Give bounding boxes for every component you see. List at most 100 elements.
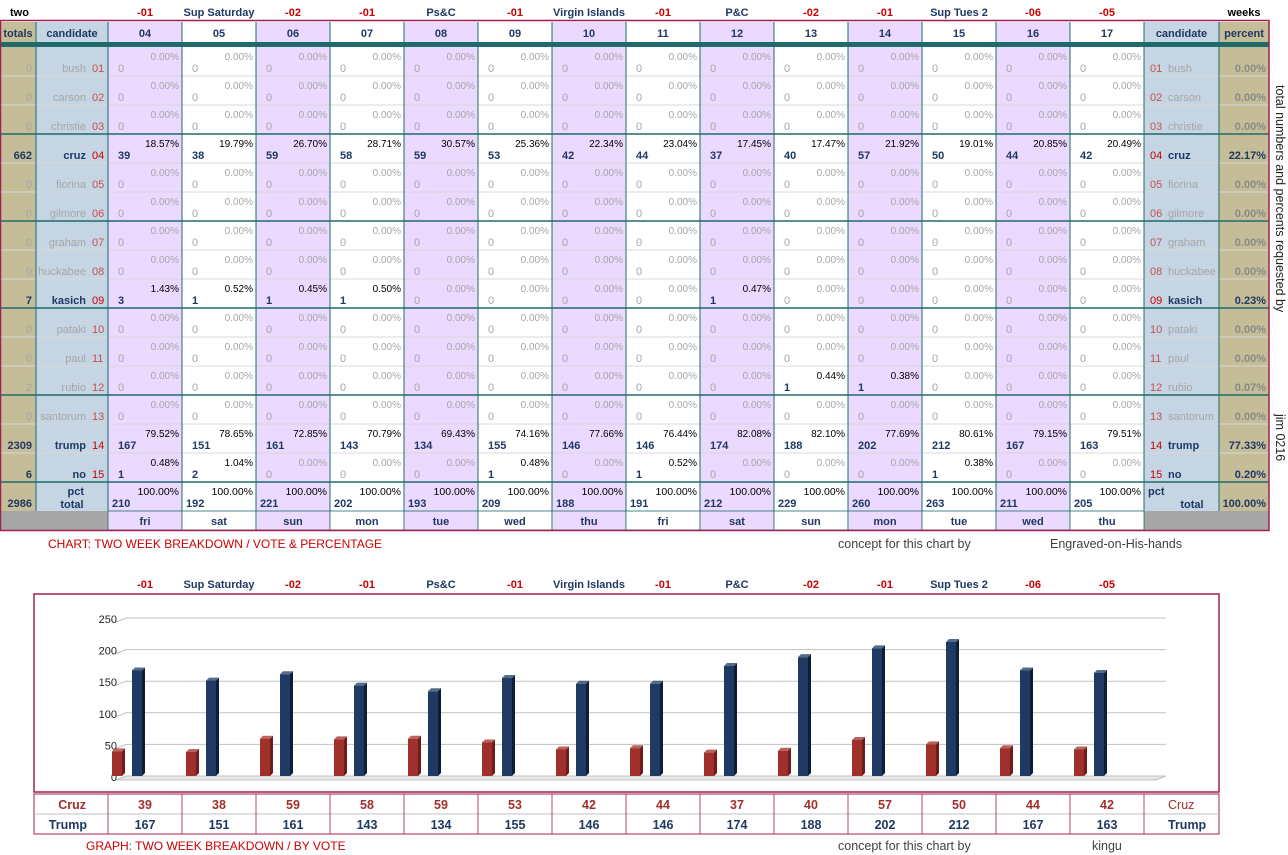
cell-percent: 0.00% <box>669 313 697 324</box>
cell-percent: 0.00% <box>447 52 475 63</box>
day-row-right-fill <box>1144 511 1269 530</box>
cell-percent: 0.00% <box>595 284 623 295</box>
column-header: 14 <box>879 28 892 40</box>
chart-event-label: Sup Saturday <box>184 579 256 591</box>
cell-percent: 0.00% <box>743 168 771 179</box>
cell-percent: 0.00% <box>669 81 697 92</box>
candidate-number: 09 <box>92 295 104 307</box>
cell-votes: 0 <box>192 63 198 75</box>
cruz-bar <box>556 746 569 776</box>
cell-votes: 0 <box>414 121 420 133</box>
cell-percent: 0.00% <box>447 284 475 295</box>
total-percent: 100.00% <box>582 486 623 498</box>
candidate-name-right: gilmore <box>1168 208 1204 220</box>
cell-percent: 20.49% <box>1107 139 1141 150</box>
cell-percent: 0.00% <box>447 110 475 121</box>
cell-percent: 0.00% <box>225 313 253 324</box>
cell-votes: 0 <box>562 324 568 336</box>
cell-percent: 0.00% <box>225 168 253 179</box>
total-percent: 100.00% <box>952 486 993 498</box>
cell-votes: 0 <box>1080 411 1086 423</box>
column-header-cell <box>478 22 552 42</box>
total-percent: 100.00% <box>656 486 697 498</box>
cell-votes: 0 <box>488 382 494 394</box>
cell-percent: 72.85% <box>293 429 327 440</box>
cell-percent: 0.00% <box>817 458 845 469</box>
cell-percent: 0.00% <box>373 371 401 382</box>
candidate-number-right: 06 <box>1150 208 1162 220</box>
row-percent: 0.00% <box>1235 121 1266 133</box>
cell-percent: 0.00% <box>965 197 993 208</box>
cell-percent: 0.00% <box>1113 284 1141 295</box>
cell-percent: 0.00% <box>225 342 253 353</box>
cell-percent: 0.00% <box>965 255 993 266</box>
candidate-name-right: bush <box>1168 63 1192 75</box>
cell-percent: 0.00% <box>151 81 179 92</box>
row-percent: 0.00% <box>1235 92 1266 104</box>
cell-percent: 0.00% <box>891 313 919 324</box>
cell-votes: 0 <box>340 266 346 278</box>
column-header-cell <box>330 22 404 42</box>
candidate-name-right: kasich <box>1168 295 1203 307</box>
cell-votes: 0 <box>1006 353 1012 365</box>
cell-votes: 0 <box>1080 295 1086 307</box>
total-votes: 221 <box>260 498 278 510</box>
cell-votes: 0 <box>710 266 716 278</box>
totals-pct-label-right: pct <box>1148 486 1165 498</box>
cell-votes: 0 <box>562 469 568 481</box>
cruz-bar <box>630 745 643 776</box>
cell-percent: 0.00% <box>965 52 993 63</box>
cell-votes: 0 <box>636 237 642 249</box>
row-total: 0 <box>26 237 32 249</box>
trump-value-label: 163 <box>1097 818 1118 832</box>
column-header-cell <box>996 22 1070 42</box>
cell-votes: 0 <box>266 353 272 365</box>
day-label: sun <box>283 516 303 528</box>
cell-votes: 0 <box>414 92 420 104</box>
cell-percent: 69.43% <box>441 429 475 440</box>
cell-votes: 0 <box>1080 382 1086 394</box>
cell-percent: 26.70% <box>293 139 327 150</box>
cell-votes: 3 <box>118 295 124 307</box>
event-label: Sup Tues 2 <box>930 7 988 19</box>
cell-votes: 155 <box>488 440 506 452</box>
candidate-name: gilmore <box>50 208 86 220</box>
cell-percent: 0.00% <box>595 81 623 92</box>
cell-votes: 0 <box>636 353 642 365</box>
column-header: 06 <box>287 28 299 40</box>
cell-votes: 0 <box>1006 382 1012 394</box>
cell-votes: 0 <box>858 266 864 278</box>
cell-percent: 0.00% <box>743 313 771 324</box>
cell-votes: 0 <box>488 295 494 307</box>
cell-votes: 0 <box>636 266 642 278</box>
candidate-header: candidate <box>46 28 97 40</box>
cell-votes: 0 <box>488 121 494 133</box>
trump-value-label: 146 <box>579 818 600 832</box>
cell-votes: 38 <box>192 150 204 162</box>
candidate-number: 04 <box>92 150 104 162</box>
cruz-bar <box>334 736 347 776</box>
candidate-name-right: trump <box>1168 440 1199 452</box>
row-percent: 0.00% <box>1235 353 1266 365</box>
row-total: 0 <box>26 266 32 278</box>
cell-votes: 0 <box>784 63 790 75</box>
cell-votes: 42 <box>1080 150 1092 162</box>
chart-event-label: -01 <box>877 579 893 591</box>
cruz-value-label: 59 <box>286 798 300 812</box>
cell-percent: 19.79% <box>219 139 253 150</box>
cell-votes: 0 <box>858 92 864 104</box>
event-label: Ps&C <box>426 7 455 19</box>
cell-percent: 0.00% <box>965 342 993 353</box>
event-label: -01 <box>507 7 523 19</box>
candidate-name: christie <box>51 121 86 133</box>
cell-votes: 0 <box>932 353 938 365</box>
candidate-number: 06 <box>92 208 104 220</box>
row-total: 0 <box>26 92 32 104</box>
cell-votes: 0 <box>784 179 790 191</box>
cell-votes: 58 <box>340 150 352 162</box>
cruz-value-label: 37 <box>730 798 744 812</box>
day-label: fri <box>140 516 151 528</box>
cell-votes: 0 <box>414 324 420 336</box>
row-total: 0 <box>26 63 32 75</box>
cell-votes: 1 <box>488 469 494 481</box>
